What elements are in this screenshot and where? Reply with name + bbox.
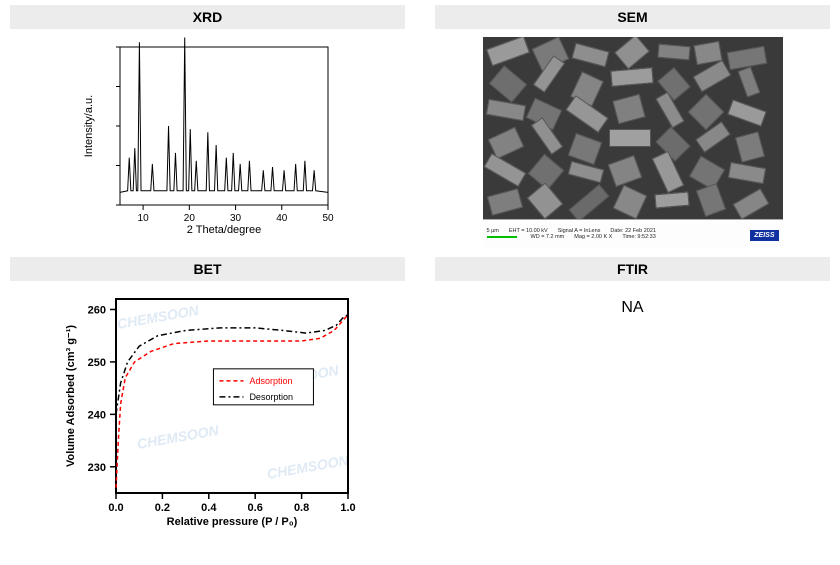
xrd-chart: 10 20 30 40 50 2 Theta/degree Intensity/a.u. [78,37,338,237]
bet-chart: CHEMSOONCHEMSOONCHEMSOONCHEMSOON0.00.20.… [58,289,358,529]
sem-wd: WD = 7.2 mm [531,234,565,240]
svg-text:20: 20 [183,213,195,224]
svg-text:0.6: 0.6 [247,502,262,514]
bet-panel: BET CHEMSOONCHEMSOONCHEMSOONCHEMSOON0.00… [10,257,405,529]
svg-text:Intensity/a.u.: Intensity/a.u. [83,95,95,157]
svg-text:50: 50 [322,213,334,224]
xrd-body: 10 20 30 40 50 2 Theta/degree Intensity/a.u. [10,37,405,237]
svg-text:230: 230 [87,462,105,474]
svg-text:260: 260 [87,304,105,316]
sem-mag: Mag = 2.00 K X [574,234,612,240]
svg-text:30: 30 [229,213,241,224]
sem-caption: 5 µm EHT = 10.00 kV Signal A = InLens Da… [483,219,783,247]
svg-text:2 Theta/degree: 2 Theta/degree [186,224,260,236]
svg-text:10: 10 [137,213,149,224]
svg-text:Adsorption: Adsorption [249,376,292,386]
svg-text:1.0: 1.0 [340,502,355,514]
svg-text:CHEMSOON: CHEMSOON [135,422,220,452]
svg-text:Relative pressure (P / P₀): Relative pressure (P / P₀) [166,516,297,528]
ftir-panel: FTIR NA [435,257,830,529]
svg-text:40: 40 [276,213,288,224]
sem-time: Time: 9:52:33 [622,234,655,240]
sem-image: 5 µm EHT = 10.00 kV Signal A = InLens Da… [483,37,783,247]
sem-panel: SEM 5 µm EHT = 10.00 kV Signal A = InLen… [435,5,830,247]
sem-crystals [483,37,783,219]
svg-text:0.0: 0.0 [108,502,123,514]
xrd-panel: XRD 10 20 30 40 50 2 Theta/degree Intensity/a.… [10,5,405,247]
bet-body: CHEMSOONCHEMSOONCHEMSOONCHEMSOON0.00.20.… [10,289,405,529]
bet-title: BET [10,257,405,281]
ftir-content: NA [435,289,830,317]
svg-text:CHEMSOON: CHEMSOON [265,452,350,482]
svg-text:250: 250 [87,357,105,369]
svg-text:0.2: 0.2 [154,502,169,514]
svg-text:0.4: 0.4 [201,502,217,514]
svg-text:240: 240 [87,409,105,421]
sem-body: 5 µm EHT = 10.00 kV Signal A = InLens Da… [435,37,830,247]
svg-text:Volume Adsorbed (cm³ g⁻¹): Volume Adsorbed (cm³ g⁻¹) [65,325,77,467]
sem-title: SEM [435,5,830,29]
svg-text:0.8: 0.8 [293,502,308,514]
ftir-title: FTIR [435,257,830,281]
svg-text:CHEMSOON: CHEMSOON [115,302,200,332]
sem-scale-bar [487,236,517,238]
svg-text:Desorption: Desorption [249,392,293,402]
zeiss-logo: ZEISS [750,230,778,241]
xrd-title: XRD [10,5,405,29]
